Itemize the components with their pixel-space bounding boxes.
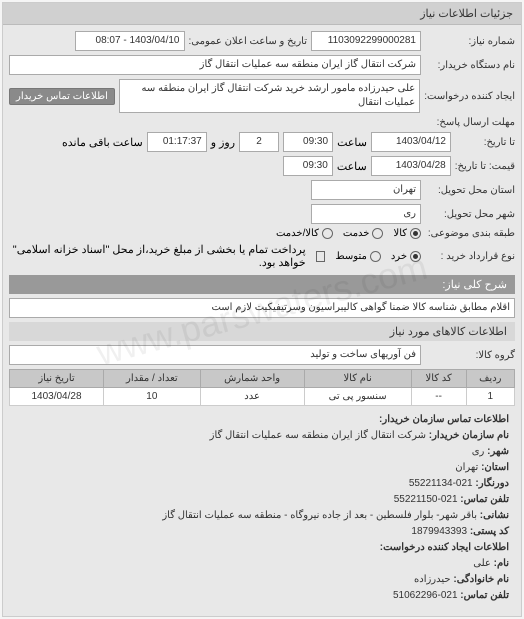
postal-value: 1879943393: [411, 526, 467, 537]
fax-value: 021-55221134: [409, 478, 473, 489]
days-remain-field: 2: [239, 132, 279, 152]
time-remain-label: ساعت باقی مانده: [62, 136, 143, 149]
delivery-province-label: استان محل تحویل:: [425, 185, 515, 196]
td-name: سنسور پی تی: [304, 388, 411, 406]
radio-icon: [372, 228, 383, 239]
radio-goods-service[interactable]: کالا/خدمت: [276, 228, 333, 239]
requester-field: علی حیدرزاده مامور ارشد خرید شرکت انتقال…: [119, 79, 420, 113]
agreement-radio-group: خرد متوسط پرداخت تمام یا بخشی از مبلغ خر…: [9, 243, 421, 269]
time-label-2: ساعت: [337, 160, 367, 173]
td-qty: 10: [104, 388, 201, 406]
deadline-until-label: تا تاریخ:: [455, 137, 515, 148]
time-label-1: ساعت: [337, 136, 367, 149]
goods-table: ردیف کد کالا نام کالا واحد شمارش تعداد /…: [9, 369, 515, 406]
radio-icon: [322, 228, 333, 239]
th-unit: واحد شمارش: [200, 370, 304, 388]
td-row: 1: [466, 388, 514, 406]
deadline-send-label: مهلت ارسال پاسخ:: [425, 117, 515, 128]
province-label: استان:: [481, 462, 509, 473]
postal-label: کد پستی:: [470, 526, 509, 537]
requester-section-label: اطلاعات ایجاد کننده درخواست:: [380, 542, 509, 553]
delivery-city-label: شهر محل تحویل:: [425, 209, 515, 220]
phone-label: تلفن تماس:: [460, 494, 509, 505]
radio-service-label: خدمت: [343, 228, 370, 239]
radio-goods-service-label: کالا/خدمت: [276, 228, 319, 239]
city-label: شهر:: [487, 446, 509, 457]
announce-label: تاریخ و ساعت اعلان عمومی:: [189, 36, 308, 47]
treasury-checkbox[interactable]: [316, 251, 326, 262]
rphone-label: تلفن تماس:: [460, 590, 509, 601]
td-date: 1403/04/28: [10, 388, 104, 406]
org-label: نام سازمان خریدار:: [429, 430, 509, 441]
contact-section-label: اطلاعات تماس سازمان خریدار:: [379, 414, 509, 425]
th-row: ردیف: [466, 370, 514, 388]
radio-medium[interactable]: متوسط: [335, 251, 380, 262]
goods-group-field: فن آوریهای ساخت و تولید: [9, 345, 421, 365]
time-remain-field: 01:17:37: [147, 132, 207, 152]
rphone-value: 021-51062296: [393, 590, 458, 601]
requester-label: ایجاد کننده درخواست:: [424, 91, 515, 102]
radio-medium-label: متوسط: [335, 251, 366, 262]
delivery-province-field: تهران: [311, 180, 421, 200]
address-label: نشانی:: [480, 510, 509, 521]
need-number-label: شماره نیاز:: [425, 36, 515, 47]
days-label: روز و: [211, 136, 235, 149]
agreement-label: نوع قرارداد خرید :: [425, 251, 515, 262]
th-name: نام کالا: [304, 370, 411, 388]
radio-service[interactable]: خدمت: [343, 228, 384, 239]
quote-time-field: 09:30: [283, 156, 333, 176]
radio-small-label: خرد: [391, 251, 407, 262]
goods-section-title: اطلاعات کالاهای مورد نیاز: [9, 322, 515, 341]
fax-label: دورنگار:: [475, 478, 509, 489]
contact-buyer-button[interactable]: اطلاعات تماس خریدار: [9, 88, 115, 105]
desc-section-title: شرح کلی نیاز:: [9, 275, 515, 294]
deadline-time-field: 09:30: [283, 132, 333, 152]
td-unit: عدد: [200, 388, 304, 406]
th-date: تاریخ نیاز: [10, 370, 104, 388]
desc-field: اقلام مطابق شناسه کالا ضمنا گواهی کالیبر…: [9, 298, 515, 318]
province-value: تهران: [455, 462, 478, 473]
panel-title: جزئیات اطلاعات نیاز: [3, 3, 521, 25]
main-panel: جزئیات اطلاعات نیاز شماره نیاز: 11030922…: [2, 2, 522, 617]
radio-small[interactable]: خرد: [391, 251, 421, 262]
buyer-device-label: نام دستگاه خریدار:: [425, 60, 515, 71]
buyer-device-field: شرکت انتقال گاز ایران منطقه سه عملیات ان…: [9, 55, 421, 75]
need-number-field: 1103092299000281: [311, 31, 421, 51]
th-code: کد کالا: [411, 370, 466, 388]
radio-icon: [410, 251, 421, 262]
goods-group-label: گروه کالا:: [425, 350, 515, 361]
phone-value: 021-55221150: [394, 494, 458, 505]
fname-value: علی: [473, 558, 491, 569]
group-label: طبقه بندی موضوعی:: [425, 228, 515, 239]
fname-label: نام:: [494, 558, 509, 569]
deadline-date-field: 1403/04/12: [371, 132, 451, 152]
city-value: ری: [472, 446, 485, 457]
quote-date-field: 1403/04/28: [371, 156, 451, 176]
radio-icon: [370, 251, 381, 262]
announce-field: 1403/04/10 - 08:07: [75, 31, 185, 51]
th-qty: تعداد / مقدار: [104, 370, 201, 388]
radio-goods[interactable]: کالا: [393, 228, 421, 239]
delivery-city-field: ری: [311, 204, 421, 224]
radio-goods-label: کالا: [393, 228, 407, 239]
td-code: --: [411, 388, 466, 406]
category-radio-group: کالا خدمت کالا/خدمت: [276, 228, 421, 239]
quote-until-label: قیمت: تا تاریخ:: [455, 161, 515, 172]
buyer-contact-block: اطلاعات تماس سازمان خریدار: نام سازمان خ…: [9, 406, 515, 610]
table-row: 1 -- سنسور پی تی عدد 10 1403/04/28: [10, 388, 515, 406]
radio-icon: [410, 228, 421, 239]
org-value: شرکت انتقال گاز ایران منطقه سه عملیات ان…: [210, 430, 426, 441]
address-value: باقر شهر- بلوار فلسطین - بعد از جاده نیر…: [162, 510, 477, 521]
agreement-note: پرداخت تمام یا بخشی از مبلغ خرید،از محل …: [9, 243, 306, 269]
